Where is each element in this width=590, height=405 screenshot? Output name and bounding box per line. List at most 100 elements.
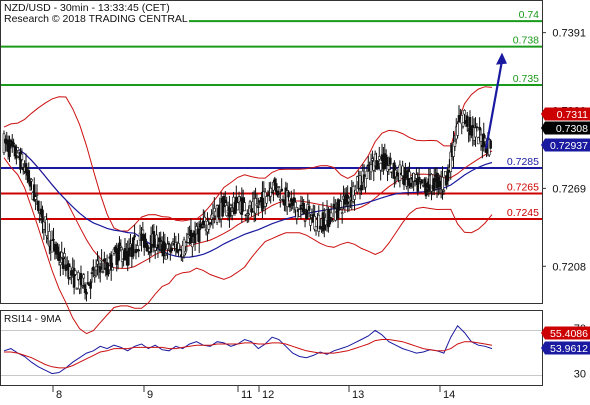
candle-body [474, 127, 477, 138]
candle-body [20, 153, 24, 160]
candle-body [152, 231, 156, 248]
candle-body [16, 147, 20, 151]
candle-body [241, 197, 245, 203]
candle-body [103, 258, 106, 262]
candle-body [35, 194, 39, 196]
candle-body [147, 247, 150, 249]
candle-body [365, 170, 369, 179]
candle-body [485, 148, 488, 153]
candle-body [140, 233, 143, 241]
candle-body [15, 155, 18, 159]
candle-body [86, 282, 90, 285]
candle-body [184, 251, 187, 254]
candle-body [314, 226, 318, 231]
candle-body [331, 220, 334, 223]
candle-body [111, 267, 114, 271]
candle-body [50, 240, 54, 253]
price-y-tick-label: 0.7391 [552, 28, 586, 40]
level-label: 0.7245 [507, 207, 539, 219]
candle-body [171, 241, 175, 244]
forecast-arrow-shaft [484, 60, 504, 150]
candle-body [353, 194, 356, 200]
candle-body [93, 275, 97, 278]
candle-body [463, 110, 466, 115]
candle-body [98, 266, 102, 273]
candle-body [114, 246, 117, 253]
candle-body [24, 163, 28, 173]
candle-body [250, 208, 253, 213]
chart-copyright: Research © 2018 TRADING CENTRAL [4, 13, 188, 25]
candle-body [27, 170, 31, 182]
candle-body [153, 247, 157, 251]
candle-body [475, 126, 479, 129]
candle-body [376, 160, 380, 169]
candle-body [156, 244, 160, 249]
candle-body [193, 230, 197, 244]
candle-body [465, 115, 469, 127]
rsi-layer [3, 324, 493, 375]
candle-body [32, 184, 36, 201]
candle-body [339, 200, 343, 208]
candle-body [131, 237, 135, 257]
candle-body [369, 164, 373, 173]
candles-layer [2, 105, 492, 302]
candle-body [228, 206, 231, 217]
level-label: 0.735 [513, 73, 539, 85]
candle-body [167, 243, 171, 245]
candle-body [85, 291, 88, 295]
price-tag: 0.7311 [557, 109, 588, 121]
candle-body [48, 231, 51, 247]
moving-average-line [3, 141, 493, 258]
candle-body [224, 199, 227, 204]
candle-body [133, 235, 136, 238]
candle-body [443, 170, 447, 177]
candle-body [307, 205, 311, 211]
candle-body [265, 196, 268, 204]
forecast-arrow-head [496, 52, 507, 65]
candle-body [207, 224, 211, 230]
candle-body [41, 209, 44, 224]
candle-body [279, 198, 282, 201]
candle-body [340, 212, 344, 215]
candle-body [137, 249, 141, 252]
candle-body [127, 247, 131, 257]
candle-body [371, 158, 374, 161]
candle-body [75, 287, 79, 290]
candle-body [38, 218, 42, 221]
rsi-value-tag-bg [541, 341, 590, 355]
candle-body [243, 202, 246, 212]
candle-body [442, 189, 446, 192]
candle-body [270, 191, 274, 194]
candle-body [409, 182, 413, 187]
candle-body [236, 202, 239, 211]
candle-body [63, 253, 66, 258]
candle-body [197, 228, 201, 243]
candle-body [164, 255, 168, 260]
candle-body [449, 151, 453, 172]
level-label: 0.74 [519, 9, 540, 21]
candle-body [446, 168, 450, 182]
price-y-tick-label: 0.7269 [552, 183, 586, 195]
candle-body [255, 203, 259, 206]
candle-body [82, 274, 86, 279]
candle-body [12, 142, 15, 145]
candle-body [404, 166, 407, 179]
candle-body [360, 185, 363, 191]
candle-body [90, 272, 94, 274]
candle-body [479, 134, 483, 142]
rsi-value-tag: 53.9612 [550, 343, 588, 355]
candle-body [136, 245, 139, 250]
candle-body [266, 194, 270, 197]
candle-body [30, 179, 33, 182]
candle-body [313, 216, 316, 230]
candle-body [247, 213, 250, 216]
candle-body [119, 245, 123, 248]
candle-body [401, 165, 404, 176]
candle-body [144, 238, 147, 244]
rsi-panel-frame [0, 310, 543, 386]
candle-body [257, 206, 260, 208]
candle-body [42, 221, 46, 230]
tags-layer: 0.7311 0.7308 0.72937 55.4086 53.9612 [541, 107, 590, 355]
x-tick-label: 13 [352, 389, 364, 400]
